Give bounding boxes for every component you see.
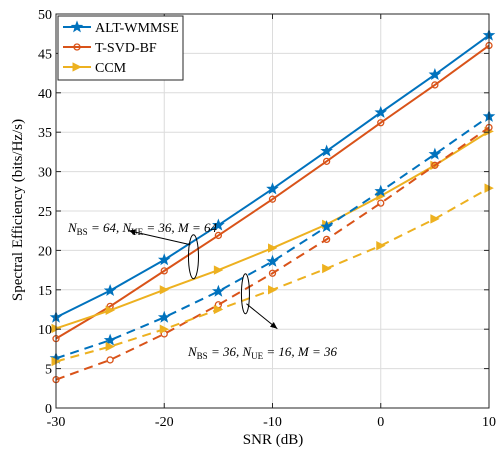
annotation-lower: NBS = 36, NUE = 16, M = 36 — [187, 273, 338, 361]
annotation-upper-ellipse — [187, 234, 199, 280]
data-point — [322, 235, 331, 244]
series-lower-ccm — [51, 183, 494, 367]
data-point — [157, 310, 171, 323]
y-tick-label: 40 — [38, 87, 52, 102]
series-layer — [49, 28, 496, 384]
data-point — [431, 81, 439, 89]
annotation-lower-ellipse — [240, 273, 250, 315]
y-tick-label: 50 — [38, 8, 52, 23]
x-tick-label: -20 — [155, 415, 174, 430]
data-point — [428, 68, 442, 81]
data-point — [322, 157, 331, 166]
y-tick-label: 30 — [38, 166, 52, 181]
data-point — [268, 269, 277, 277]
series-line — [55, 126, 490, 381]
series-line — [55, 44, 490, 340]
data-point — [157, 253, 171, 266]
data-point — [160, 267, 168, 275]
data-point — [213, 265, 224, 275]
x-tick-label: 0 — [377, 415, 384, 430]
annotation-upper: NBS = 64, NUE = 36, M = 64 — [67, 220, 218, 280]
data-point — [374, 184, 388, 197]
data-point — [214, 231, 223, 240]
data-point — [105, 341, 115, 352]
y-tick-label: 10 — [38, 323, 52, 338]
data-point — [212, 218, 225, 231]
data-point — [266, 182, 279, 195]
annotation-upper-arrowhead — [128, 229, 137, 236]
y-axis-label: Spectral Efficiency (bits/Hz/s) — [10, 119, 26, 301]
series-line — [55, 115, 490, 360]
data-point — [320, 220, 333, 233]
data-point — [213, 304, 224, 315]
data-point — [322, 263, 332, 274]
y-tick-label: 35 — [38, 126, 52, 141]
data-point — [267, 243, 278, 253]
data-point — [103, 333, 117, 346]
axes: -30 -20 -10 0 10 0 5 10 15 20 25 30 35 40 45 50 — [38, 8, 496, 430]
data-point — [377, 199, 385, 207]
data-point — [377, 119, 385, 127]
legend-label: T-SVD-BF — [95, 41, 157, 56]
annotation-upper-text: NBS = 64, NUE = 36, M = 64 — [67, 220, 218, 237]
annotation-upper-arrow — [128, 230, 191, 246]
data-point — [376, 240, 386, 251]
data-point — [428, 147, 442, 160]
y-tick-label: 45 — [38, 47, 52, 62]
data-point — [266, 254, 279, 267]
data-point — [320, 144, 333, 157]
data-point — [106, 356, 114, 364]
data-point — [268, 195, 277, 203]
data-point — [159, 285, 170, 295]
data-point — [159, 324, 170, 334]
annotation-lower-arrowhead — [269, 322, 278, 329]
y-tick-label: 5 — [45, 363, 52, 378]
y-tick-label: 20 — [38, 244, 52, 259]
legend-marker — [72, 62, 82, 72]
x-axis-label: SNR (dB) — [243, 432, 303, 448]
y-tick-label: 15 — [38, 284, 52, 299]
legend-marker — [70, 20, 84, 33]
data-point — [374, 105, 388, 118]
legend-marker — [73, 43, 81, 51]
data-point — [430, 214, 440, 224]
y-tick-label: 25 — [38, 205, 52, 220]
y-tick-label: 0 — [45, 402, 52, 417]
x-tick-label: 10 — [482, 415, 496, 430]
legend: ALT-WMMSE T-SVD-BF CCM — [57, 15, 184, 81]
data-point — [105, 305, 115, 315]
annotation-lower-text: NBS = 36, NUE = 16, M = 36 — [187, 344, 338, 361]
data-point — [103, 283, 117, 296]
x-tick-label: -30 — [47, 415, 66, 430]
legend-label: CCM — [95, 61, 127, 76]
data-point — [212, 284, 225, 297]
data-point — [431, 161, 439, 169]
data-point — [267, 285, 278, 295]
legend-label: ALT-WMMSE — [95, 21, 179, 36]
x-tick-label: -10 — [263, 415, 282, 430]
